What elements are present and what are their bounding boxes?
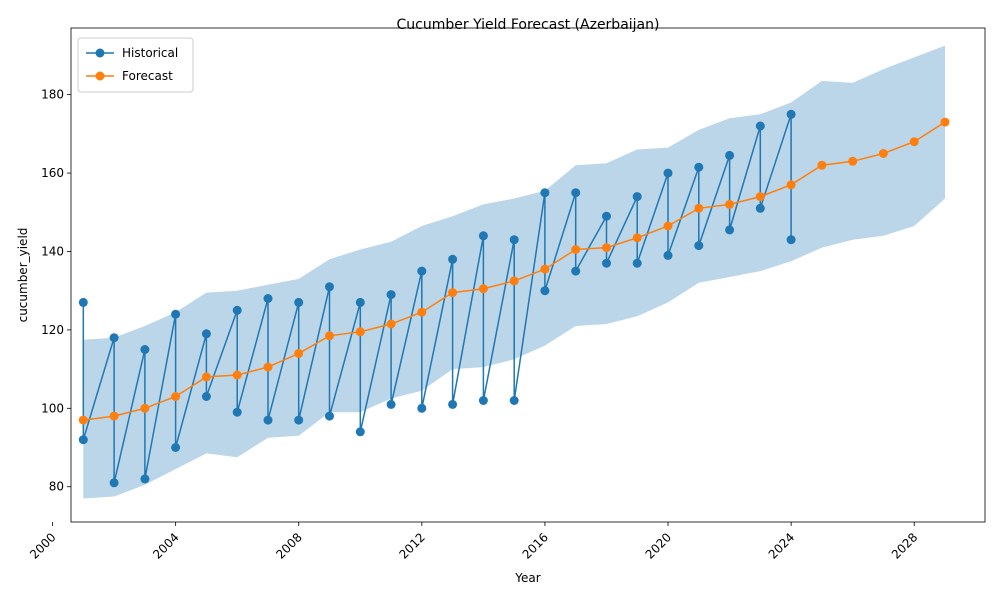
historical-point xyxy=(509,235,519,245)
historical-point xyxy=(755,203,765,213)
forecast-point xyxy=(632,233,642,243)
legend-historical-label: Historical xyxy=(122,46,178,60)
historical-point xyxy=(694,162,704,172)
y-axis-label: cucumber_yield xyxy=(16,228,30,323)
historical-point xyxy=(201,392,211,401)
historical-point xyxy=(355,427,365,437)
historical-point xyxy=(571,266,581,276)
historical-point xyxy=(294,297,304,307)
historical-point xyxy=(263,415,273,425)
chart-title: Cucumber Yield Forecast (Azerbaijan) xyxy=(397,17,660,33)
historical-point xyxy=(263,294,273,303)
forecast-point xyxy=(509,276,519,286)
historical-point xyxy=(232,305,242,315)
historical-point xyxy=(232,407,242,417)
forecast-point xyxy=(478,284,488,294)
historical-point xyxy=(602,211,611,221)
historical-point xyxy=(201,329,211,339)
historical-point xyxy=(663,250,673,260)
y-tick-label: 180 xyxy=(41,88,64,102)
historical-point xyxy=(386,399,396,409)
historical-point xyxy=(448,254,458,264)
forecast-point xyxy=(694,203,704,213)
forecast-point xyxy=(817,160,827,170)
historical-point xyxy=(540,286,550,296)
historical-point xyxy=(417,266,427,276)
historical-point xyxy=(663,168,673,178)
forecast-point xyxy=(602,243,611,253)
series-layer xyxy=(78,109,950,488)
y-tick-label: 100 xyxy=(41,401,64,415)
forecast-point xyxy=(386,319,396,329)
axes-frame xyxy=(70,27,986,523)
forecast-point xyxy=(909,137,919,147)
forecast-point xyxy=(448,288,458,298)
historical-point xyxy=(294,415,304,425)
historical-point xyxy=(632,192,642,202)
historical-point xyxy=(109,333,119,343)
forecast-point xyxy=(786,180,796,190)
forecast-point xyxy=(848,156,858,166)
historical-point xyxy=(78,297,88,307)
y-tick-label: 80 xyxy=(49,480,64,494)
historical-point xyxy=(786,109,796,119)
forecast-point xyxy=(417,307,427,317)
historical-point xyxy=(417,403,427,413)
historical-point xyxy=(755,121,765,131)
forecast-point xyxy=(540,264,550,274)
forecast-point xyxy=(140,403,150,413)
historical-point xyxy=(478,231,488,241)
legend-forecast-label: Forecast xyxy=(122,69,173,83)
historical-point xyxy=(725,150,735,160)
forecast-point xyxy=(663,221,673,231)
y-tick-label: 120 xyxy=(41,323,64,337)
historical-point xyxy=(571,188,581,198)
historical-point xyxy=(386,290,396,300)
historical-point xyxy=(540,188,550,198)
historical-point xyxy=(602,258,611,268)
forecast-point xyxy=(232,370,242,380)
forecast-point xyxy=(263,362,273,372)
forecast-point xyxy=(78,415,88,425)
historical-point xyxy=(140,474,150,484)
forecast-point xyxy=(571,245,581,254)
forecast-point xyxy=(940,117,950,127)
legend: Historical Forecast xyxy=(77,37,194,93)
legend-forecast-marker xyxy=(95,71,105,81)
historical-point xyxy=(478,396,488,405)
y-tick-label: 160 xyxy=(41,166,64,180)
historical-point xyxy=(140,345,150,354)
forecast-point xyxy=(725,199,735,209)
forecast-point xyxy=(355,327,365,337)
historical-point xyxy=(171,443,181,452)
y-axis: 80 100 120 140 160 180 xyxy=(41,88,71,494)
historical-point xyxy=(78,435,88,445)
historical-point xyxy=(109,478,119,488)
forecast-point xyxy=(171,392,181,401)
historical-point xyxy=(632,258,642,268)
legend-box xyxy=(77,37,194,93)
forecast-point xyxy=(201,372,211,382)
historical-series-line xyxy=(82,114,792,483)
historical-point xyxy=(448,399,458,409)
forecast-point xyxy=(755,192,765,202)
forecast-point xyxy=(294,348,304,358)
historical-point xyxy=(786,235,796,245)
historical-point xyxy=(509,396,519,405)
historical-point xyxy=(725,225,735,235)
historical-point xyxy=(694,241,704,251)
historical-point xyxy=(325,411,334,421)
x-axis-label: Year xyxy=(514,571,540,585)
historical-point xyxy=(171,309,181,319)
forecast-point xyxy=(109,411,119,421)
historical-point xyxy=(325,282,334,292)
historical-point xyxy=(355,297,365,307)
legend-historical-marker xyxy=(95,48,105,58)
forecast-point xyxy=(878,149,888,158)
plot-area xyxy=(78,45,950,499)
y-tick-label: 140 xyxy=(41,244,64,258)
forecast-point xyxy=(325,331,334,341)
